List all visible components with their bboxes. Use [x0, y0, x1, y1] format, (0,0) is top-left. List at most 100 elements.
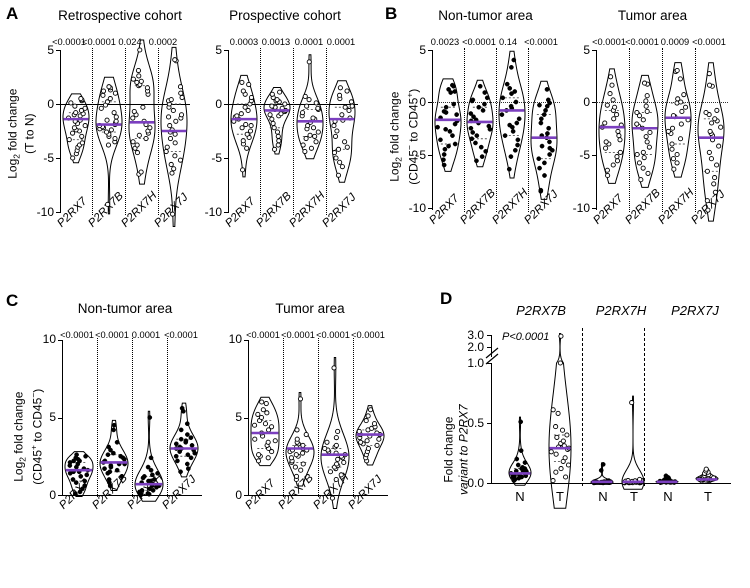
panel-b-plot1-tick-neg5 — [428, 155, 432, 157]
panel-b-plot1-ticklabel-neg5: -5 — [415, 148, 426, 162]
panel-d-xlabel-4: T — [630, 489, 638, 504]
panel-b-plot2-divider-1 — [629, 48, 630, 212]
panel-a-plot1-tick-0 — [56, 104, 60, 106]
panel-a-plot2-ticklabel-neg10: -10 — [204, 205, 222, 219]
panel-a-plot2-divider-2 — [293, 48, 294, 215]
panel-c-plot2-ticklabel-0: 0 — [235, 488, 242, 502]
panel-a-plot1-pvalue-1: <0.0001 — [52, 37, 86, 47]
panel-a-plot2-tick-0 — [224, 104, 228, 106]
panel-a-letter: A — [6, 4, 19, 23]
panel-b-plot1-pvalue-3: 0.14 — [498, 37, 518, 47]
panel-b-plot2-pvalue-3: 0.0009 — [660, 37, 690, 47]
panel-b-plot1-ticklabel-neg10: -10 — [408, 201, 426, 215]
panel-c-plot2-divider-3 — [353, 338, 354, 497]
panel-d-gene-title-3: P2RX7J — [671, 303, 719, 318]
panel-d-divider-1 — [582, 328, 583, 486]
panel-d-ticklabel-2: 2.0 — [467, 340, 484, 354]
panel-a-plot1-pvalue-4: 0.0002 — [148, 37, 178, 47]
panel-b-plot1-ticklabel-5: 5 — [419, 43, 426, 57]
panel-d-letter: D — [440, 289, 453, 308]
panel-c-plot1-pvalue-4: <0.0001 — [164, 330, 198, 340]
panel-c-plot2-divider-1 — [283, 338, 284, 497]
panel-d-xlabel-3: N — [598, 489, 608, 504]
panel-a-plot1-tick-neg10 — [56, 212, 60, 214]
panel-d-gene-title-1: P2RX7B — [516, 303, 566, 318]
panel-b-violins — [434, 50, 725, 222]
panel-a-plot2-ticklabel-0: 0 — [215, 97, 222, 111]
panel-d-tick-2 — [487, 347, 491, 349]
panel-a-plot1-pvalue-2: <0.0001 — [82, 37, 116, 47]
panel-c-plot1-tick-5 — [58, 418, 62, 420]
panel-b-plot1-title: Non-tumor area — [438, 8, 533, 23]
panel-b-plot2-tick-neg5 — [592, 155, 596, 157]
panel-c-letter: C — [6, 291, 19, 310]
panel-a-plot2-divider-3 — [326, 48, 327, 215]
panel-a-plot2-pvalue-4: 0.0001 — [326, 37, 356, 47]
panel-b-plot1-pvalue-1: 0.0023 — [430, 37, 460, 47]
panel-b-plot2-tick-neg10 — [592, 208, 596, 210]
panel-d-gene-title-2: P2RX7H — [595, 303, 647, 318]
panel-d: D P2RX7B P2RX7H P2RX7J Fold change varia… — [430, 290, 750, 588]
panel-c-plot1-yaxis — [62, 340, 64, 495]
panel-b-plot2-ticklabel-0: 0 — [583, 95, 590, 109]
panel-c-plot1-title: Non-tumor area — [77, 301, 173, 316]
panel-b-plot1-tick-neg10 — [428, 208, 432, 210]
panel-c-plot2-pvalue-2: <0.0001 — [281, 330, 315, 340]
panel-b-plot1-pvalue-4: <0.0001 — [524, 37, 558, 47]
panel-c-plot1-pvalue-1: <0.0001 — [60, 330, 94, 340]
panel-c-plot2-tick-5 — [244, 418, 248, 420]
panel-a-plot1-tick-5 — [56, 50, 60, 52]
panel-a-plot2-pvalue-2: 0.0013 — [261, 37, 291, 47]
panel-c-plot2-tick-0 — [244, 495, 248, 497]
panel-d-ticklabel-0: 0.0 — [467, 476, 484, 490]
panel-c-plot2-ticklabel-5: 5 — [235, 410, 242, 424]
panel-d-ticklabel-1: 1.0 — [467, 356, 484, 370]
panel-b-plot1-divider-2 — [496, 48, 497, 212]
panel-b-plot2-tick-5 — [592, 50, 596, 52]
panel-d-xlabel-1: N — [515, 489, 525, 504]
panel-a-plot2-title: Prospective cohort — [229, 8, 341, 23]
panel-d-pvalue: P<0.0001 — [502, 331, 550, 343]
panel-a-plot2-ticklabel-5: 5 — [215, 43, 222, 57]
panel-b-plot1-ticklabel-0: 0 — [419, 95, 426, 109]
panel-c-plot2-yaxis — [248, 340, 250, 495]
panel-d-ticklabel-3: 3.0 — [467, 328, 484, 342]
panel-c-plot1-divider-1 — [97, 338, 98, 497]
panel-b-plot2-divider-3 — [695, 48, 696, 212]
panel-a-plot2-pvalue-1: 0.0003 — [229, 37, 259, 47]
panel-d-divider-2 — [644, 328, 645, 486]
panel-b-plot1-yaxis — [432, 50, 434, 210]
panel-d-tick-05 — [487, 423, 491, 425]
panel-a-plot1-tick-neg5 — [56, 158, 60, 160]
panel-b-plot2-yaxis — [596, 50, 598, 210]
panel-a-plot1-ticklabel-neg10: -10 — [36, 205, 54, 219]
panel-a-plot1-divider-2 — [125, 48, 126, 215]
panel-b-plot2-pvalue-4: <0.0001 — [692, 37, 726, 47]
panel-c-plot2-ticklabel-10: 10 — [228, 332, 242, 346]
panel-c-plot1-ticklabel-0: 0 — [49, 488, 56, 502]
panel-d-xlabel-6: T — [704, 489, 712, 504]
panel-c-plot2-pvalue-3: <0.0001 — [316, 330, 350, 340]
panel-a-plot2-tick-neg5 — [224, 158, 228, 160]
panel-a-plot1-yaxis — [60, 50, 62, 213]
panel-c-plot1-divider-2 — [132, 338, 133, 497]
panel-d-yaxis-upper — [491, 335, 493, 357]
panel-c-plot1-divider-3 — [167, 338, 168, 497]
panel-d-ticklabel-05: 0.5 — [467, 416, 484, 430]
panel-b-plot2-ticklabel-neg5: -5 — [579, 148, 590, 162]
panel-b-plot2-ticklabel-neg10: -10 — [572, 201, 590, 215]
panel-a: A Retrospective cohort Prospective cohor… — [0, 0, 380, 290]
panel-b: B Non-tumor area Tumor area Log2 fold ch… — [380, 0, 750, 290]
panel-c-plot1-tick-0 — [58, 495, 62, 497]
panel-d-tick-1 — [487, 363, 491, 365]
panel-c-plot2-divider-2 — [318, 338, 319, 497]
panel-a-plot1-title: Retrospective cohort — [58, 8, 182, 23]
panel-d-xlabel-2: T — [556, 489, 564, 504]
panel-b-plot2-tick-0 — [592, 102, 596, 104]
panel-a-plot1-pvalue-3: 0.024 — [118, 37, 142, 47]
panel-b-plot2-pvalue-2: <0.0001 — [625, 37, 659, 47]
panel-d-xlabel-5: N — [663, 489, 673, 504]
panel-c-plot2-pvalue-1: <0.0001 — [246, 330, 280, 340]
panel-b-plot1-tick-5 — [428, 50, 432, 52]
panel-a-plot2-divider-1 — [260, 48, 261, 215]
